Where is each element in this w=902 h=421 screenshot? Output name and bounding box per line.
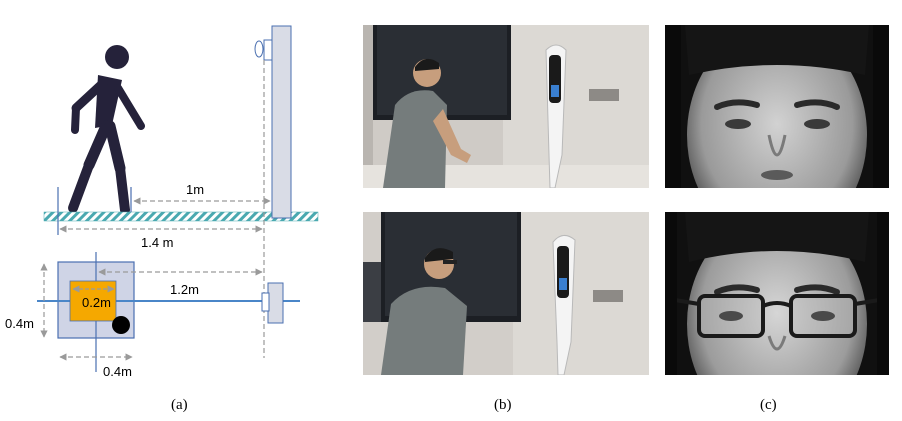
- dim-0-4m-vertical-label: 0.4m: [5, 316, 34, 331]
- walking-person-icon: [68, 45, 145, 215]
- device-top-view: [261, 282, 284, 324]
- head-marker: [112, 316, 130, 334]
- setup-diagram: 1m 1.4 m 0.2m 1.2m 0.4m 0.4m: [5, 25, 319, 379]
- device-side-view: [254, 25, 292, 219]
- caption-a: (a): [171, 397, 188, 413]
- dim-1-2m-label: 1.2m: [170, 282, 199, 297]
- dim-1-4m-label: 1.4 m: [141, 235, 174, 250]
- dim-1m-label: 1m: [186, 182, 204, 197]
- photo-b-top: [363, 25, 649, 188]
- caption-c: (c): [760, 397, 777, 413]
- caption-b: (b): [494, 397, 512, 413]
- photo-b-bottom: [363, 212, 649, 375]
- photo-c-bottom: [665, 212, 889, 375]
- photo-c-top: [665, 25, 889, 188]
- dim-0-2m-label: 0.2m: [82, 295, 111, 310]
- ground-hatch: [43, 211, 319, 222]
- dim-0-4m-horizontal-label: 0.4m: [103, 364, 132, 379]
